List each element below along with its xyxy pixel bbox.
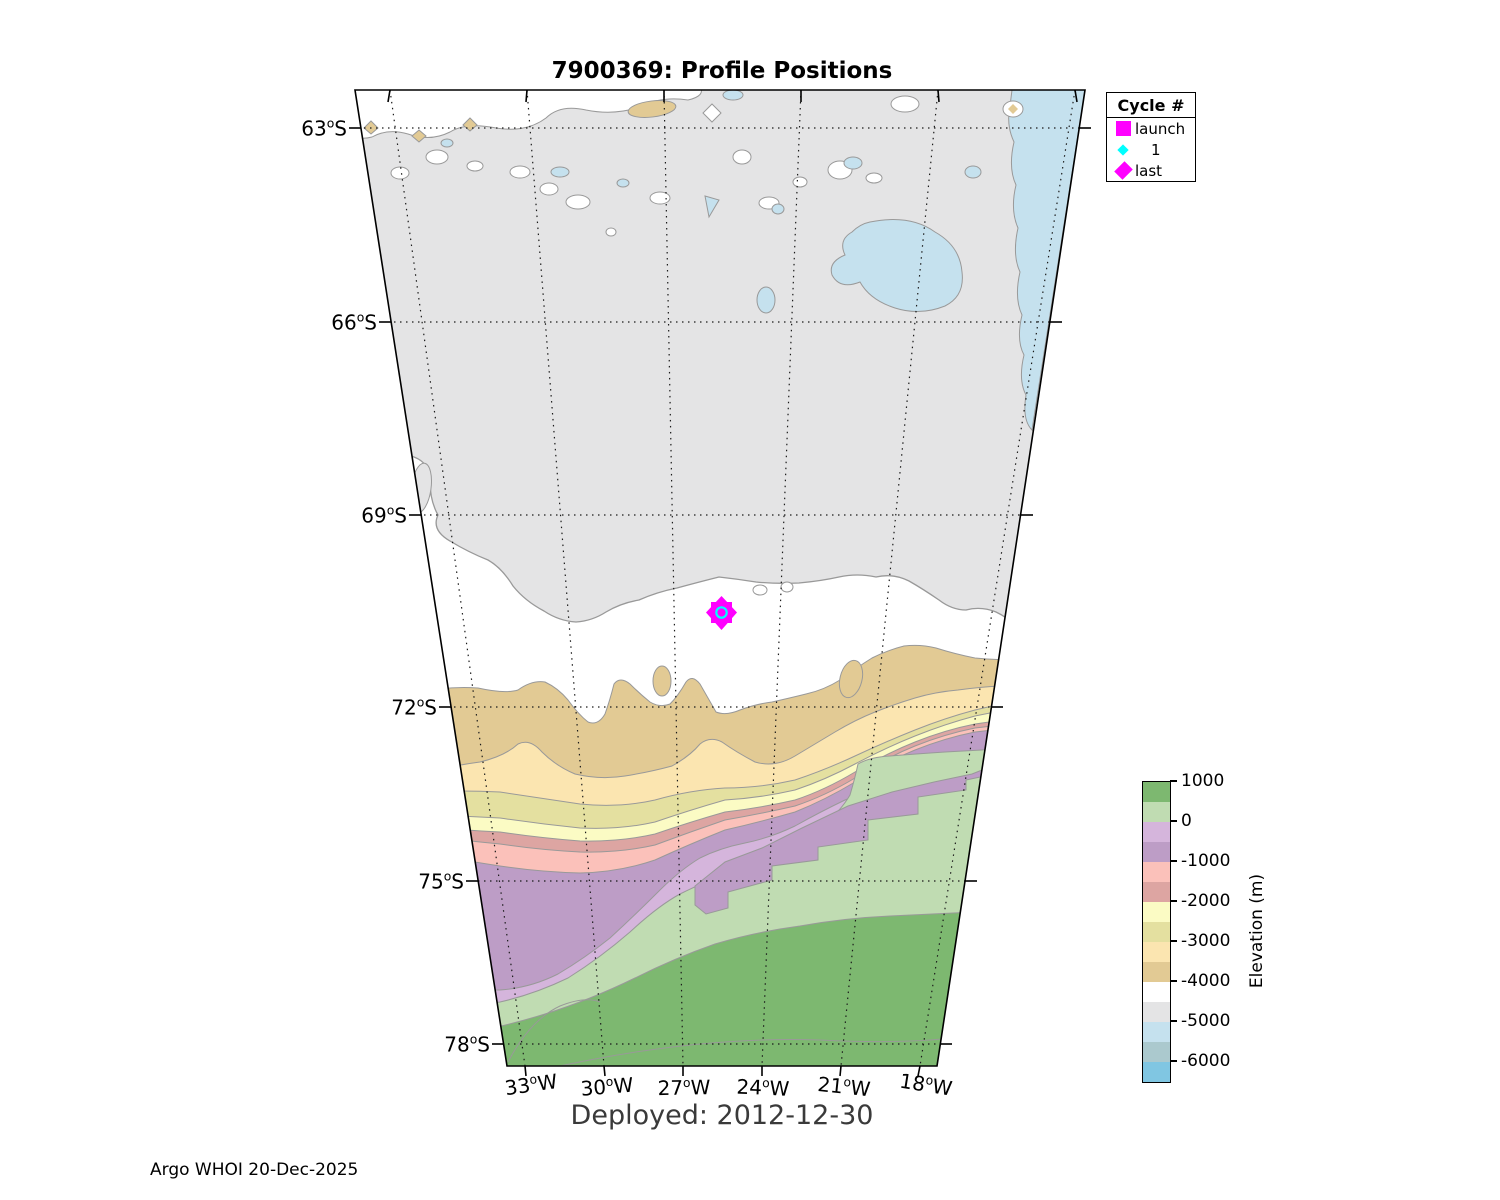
colorbar-tick-label: -3000 <box>1181 931 1231 951</box>
legend-item-last: last <box>1107 160 1195 181</box>
top-white-band <box>355 90 702 139</box>
cycle-legend: Cycle # launch 1 last <box>1106 92 1196 182</box>
graticule <box>355 90 1085 1066</box>
tan-dot <box>1008 104 1018 114</box>
colorbar-segment <box>1143 942 1170 962</box>
white-patches <box>390 95 920 237</box>
white-hole <box>752 584 768 596</box>
lat-label-78s: 78oS <box>444 1031 490 1057</box>
colorbar-tick <box>1170 780 1177 782</box>
lat-label-75s: 75oS <box>418 868 464 894</box>
credit-text: Argo WHOI 20-Dec-2025 <box>150 1160 359 1180</box>
green-inner-contour <box>559 1037 953 1066</box>
colorbar-tick-label: -5000 <box>1181 1011 1231 1031</box>
colorbar-segment <box>1143 922 1170 942</box>
lon-label-27w: 27oW <box>657 1074 711 1101</box>
map-bathymetry-layers <box>355 90 1085 1066</box>
tan-islet <box>411 129 427 143</box>
colorbar-segment <box>1143 1002 1170 1022</box>
legend-label: launch <box>1135 119 1186 138</box>
colorbar-segment <box>1143 842 1170 862</box>
colorbar-tick-label: -1000 <box>1181 851 1231 871</box>
band-green <box>379 909 1061 1066</box>
lat-label-69s: 69oS <box>361 502 407 528</box>
colorbar-tick-label: -4000 <box>1181 971 1231 991</box>
colorbar-segment <box>1143 822 1170 842</box>
legend-label: 1 <box>1151 140 1161 159</box>
profile-markers <box>706 596 737 630</box>
green-inner-contour <box>507 999 601 1063</box>
launch-position-marker <box>711 602 732 623</box>
lat-label-72s: 72oS <box>391 694 437 720</box>
colorbar-tick <box>1170 900 1177 902</box>
colorbar-tick-label: 1000 <box>1181 771 1225 791</box>
axis-ticks <box>349 89 1091 1077</box>
elevation-colorbar <box>1142 781 1171 1083</box>
plot-title: 7900369: Profile Positions <box>551 58 893 84</box>
colorbar-tick-label: 0 <box>1181 811 1192 831</box>
colorbar-segment <box>1143 782 1170 802</box>
colorbar-tick-label: -6000 <box>1181 1051 1231 1071</box>
lat-label-66s: 66oS <box>331 309 377 335</box>
colorbar-tick <box>1170 980 1177 982</box>
lon-label-30w: 30oW <box>579 1072 635 1101</box>
deployed-subtitle: Deployed: 2012-12-30 <box>570 1100 874 1131</box>
colorbar-tick <box>1170 940 1177 942</box>
tan-islet <box>838 659 864 699</box>
colorbar-segment <box>1143 902 1170 922</box>
colorbar-tick <box>1170 860 1177 862</box>
legend-item-cycle1: 1 <box>1107 139 1195 160</box>
colorbar-segment <box>1143 862 1170 882</box>
colorbar-axis-label: Elevation (m) <box>1247 873 1267 989</box>
last-marker-swatch <box>1113 161 1133 180</box>
colorbar-segment <box>1143 1062 1170 1082</box>
colorbar-segment <box>1143 882 1170 902</box>
lat-label-63s: 63oS <box>301 115 347 141</box>
colorbar-segment <box>1143 982 1170 1002</box>
colorbar-tick-label: -2000 <box>1181 891 1231 911</box>
legend-item-launch: launch <box>1107 118 1195 139</box>
launch-marker-swatch <box>1115 121 1131 136</box>
colorbar-segment <box>1143 802 1170 822</box>
lon-label-24w: 24oW <box>736 1074 790 1101</box>
colorbar-tick <box>1170 1020 1177 1022</box>
colorbar-tick <box>1170 1060 1177 1062</box>
legend-header: Cycle # <box>1107 93 1195 118</box>
cycle1-marker-swatch <box>1117 143 1129 156</box>
purple-trough <box>694 761 1005 915</box>
deep-blue-patches <box>440 90 1085 432</box>
map-frame <box>354 89 1086 1067</box>
tan-islet <box>627 100 677 118</box>
cycle1-position-marker <box>715 606 728 619</box>
colorbar-segment <box>1143 1022 1170 1042</box>
colorbar-segment <box>1143 962 1170 982</box>
colorbar-tick <box>1170 820 1177 822</box>
white-hole <box>780 581 794 593</box>
legend-label: last <box>1135 161 1163 180</box>
colorbar-segment <box>1143 1042 1170 1062</box>
tan-islet <box>652 665 672 697</box>
